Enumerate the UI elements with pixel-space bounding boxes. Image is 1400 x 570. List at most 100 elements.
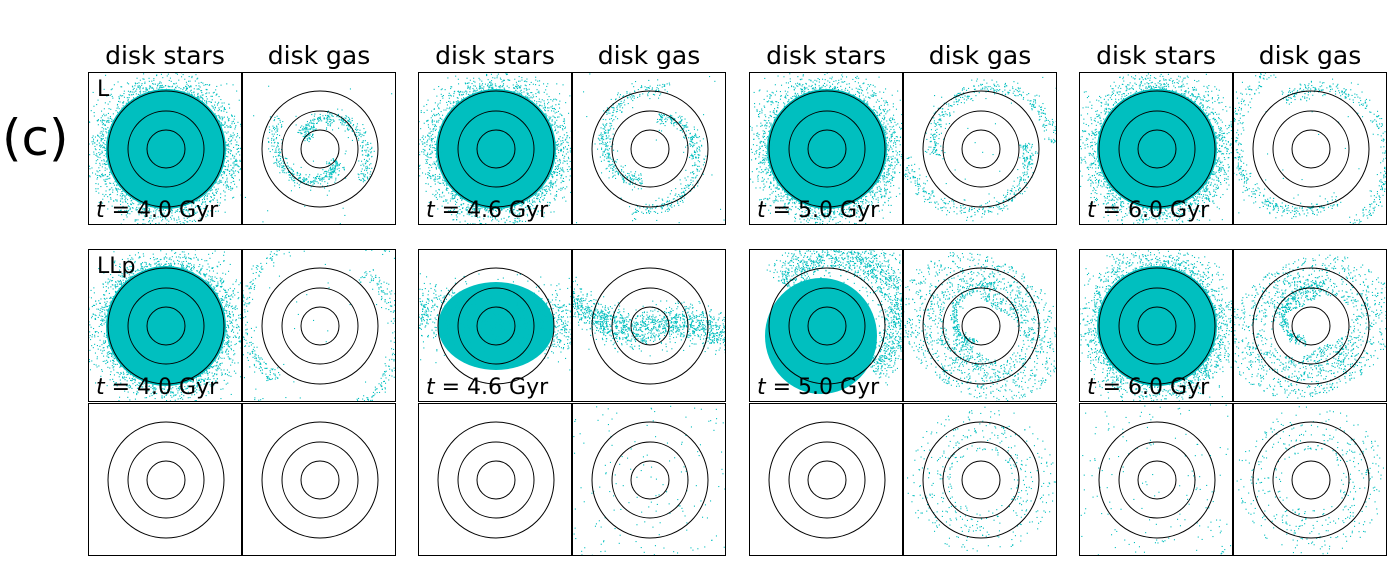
particle-plot xyxy=(1080,404,1232,555)
panel-r2-c5: t = 5.0 Gyr xyxy=(749,249,903,402)
time-label: t = 4.6 Gyr xyxy=(426,198,548,224)
radius-circle-3 xyxy=(1098,421,1216,539)
radius-circle-2 xyxy=(942,110,1020,188)
particle-plot xyxy=(573,405,725,555)
radius-circle-1 xyxy=(807,306,847,346)
radius-circle-2 xyxy=(457,110,535,188)
radius-circle-3 xyxy=(107,267,225,385)
particle-plot xyxy=(107,421,225,539)
particle-plot xyxy=(243,250,395,401)
particle-plot xyxy=(437,421,555,539)
particle-plot xyxy=(576,73,725,224)
particle-plot xyxy=(573,267,725,385)
radius-circle-1 xyxy=(1137,460,1177,500)
radius-circle-3 xyxy=(922,267,1040,385)
radius-circle-3 xyxy=(1252,267,1370,385)
particle-plot xyxy=(419,267,571,385)
time-label: t = 4.0 Gyr xyxy=(96,375,218,401)
particle-plot xyxy=(89,73,241,224)
panel-r2-c4 xyxy=(572,249,726,402)
panel-r3-c1 xyxy=(88,403,242,556)
particle-plot xyxy=(1236,406,1384,555)
radius-circle-1 xyxy=(961,129,1001,169)
panel-r1-c4 xyxy=(572,72,726,225)
model-label: LLp xyxy=(97,254,135,280)
radius-circle-1 xyxy=(1137,306,1177,346)
column-title-5: disk stars xyxy=(749,40,903,72)
radius-circle-3 xyxy=(1252,421,1370,539)
radius-circle-2 xyxy=(1272,287,1350,365)
radius-circle-3 xyxy=(437,421,555,539)
panel-r1-c6 xyxy=(903,72,1057,225)
radius-circle-1 xyxy=(961,306,1001,346)
radius-circle-3 xyxy=(261,267,379,385)
radius-circle-2 xyxy=(942,287,1020,365)
radius-circle-3 xyxy=(922,421,1040,539)
time-label: t = 5.0 Gyr xyxy=(757,198,879,224)
particle-plot xyxy=(904,252,1056,401)
time-label: t = 4.0 Gyr xyxy=(96,198,218,224)
column-title-8: disk gas xyxy=(1233,40,1387,72)
radius-circle-3 xyxy=(437,90,555,208)
radius-circle-1 xyxy=(1137,129,1177,169)
particle-plot xyxy=(1080,250,1232,401)
time-label: t = 5.0 Gyr xyxy=(757,375,879,401)
radius-circle-2 xyxy=(127,287,205,365)
radius-circle-1 xyxy=(476,129,516,169)
radius-circle-3 xyxy=(768,421,886,539)
panel-r2-c6 xyxy=(903,249,1057,402)
panel-r1-c5: t = 5.0 Gyr xyxy=(749,72,903,225)
panel-r2-c2 xyxy=(242,249,396,402)
radius-circle-2 xyxy=(788,441,866,519)
radius-circle-3 xyxy=(591,267,709,385)
column-title-1: disk stars xyxy=(88,40,242,72)
radius-circle-2 xyxy=(1272,110,1350,188)
column-title-4: disk gas xyxy=(572,40,726,72)
radius-circle-2 xyxy=(127,110,205,188)
radius-circle-3 xyxy=(261,421,379,539)
radius-circle-2 xyxy=(611,110,689,188)
radius-circle-2 xyxy=(281,287,359,365)
radius-circle-2 xyxy=(1272,441,1350,519)
panel-label: (c) xyxy=(2,108,69,168)
radius-circle-1 xyxy=(1291,460,1331,500)
radius-circle-1 xyxy=(300,306,340,346)
particle-plot xyxy=(750,73,902,224)
radius-circle-1 xyxy=(300,460,340,500)
panel-r3-c6 xyxy=(903,403,1057,556)
particle-plot xyxy=(89,250,241,401)
radius-circle-1 xyxy=(1291,129,1331,169)
radius-circle-2 xyxy=(611,287,689,365)
panel-r2-c8 xyxy=(1233,249,1387,402)
radius-circle-1 xyxy=(630,129,670,169)
radius-circle-2 xyxy=(1118,441,1196,519)
radius-circle-3 xyxy=(1098,90,1216,208)
panel-r2-c1: LLp t = 4.0 Gyr xyxy=(88,249,242,402)
column-title-7: disk stars xyxy=(1079,40,1233,72)
particle-plot xyxy=(244,85,393,224)
radius-circle-3 xyxy=(922,90,1040,208)
radius-circle-3 xyxy=(1252,90,1370,208)
radius-circle-2 xyxy=(457,441,535,519)
radius-circle-1 xyxy=(1291,306,1331,346)
particle-plot xyxy=(1234,254,1386,399)
radius-circle-2 xyxy=(788,287,866,365)
panel-r3-c3 xyxy=(418,403,572,556)
panel-r3-c4 xyxy=(572,403,726,556)
radius-circle-1 xyxy=(807,129,847,169)
panel-r1-c7: t = 6.0 Gyr xyxy=(1079,72,1233,225)
particle-plot xyxy=(904,76,1056,222)
panel-r1-c2 xyxy=(242,72,396,225)
panel-r3-c8 xyxy=(1233,403,1387,556)
panel-r1-c8 xyxy=(1233,72,1387,225)
particle-plot xyxy=(765,250,902,394)
radius-circle-2 xyxy=(942,441,1020,519)
panel-r3-c5 xyxy=(749,403,903,556)
radius-circle-2 xyxy=(127,441,205,519)
radius-circle-1 xyxy=(807,460,847,500)
particle-plot xyxy=(907,406,1056,552)
radius-circle-1 xyxy=(146,129,186,169)
model-label: L xyxy=(97,77,109,103)
radius-circle-2 xyxy=(457,287,535,365)
